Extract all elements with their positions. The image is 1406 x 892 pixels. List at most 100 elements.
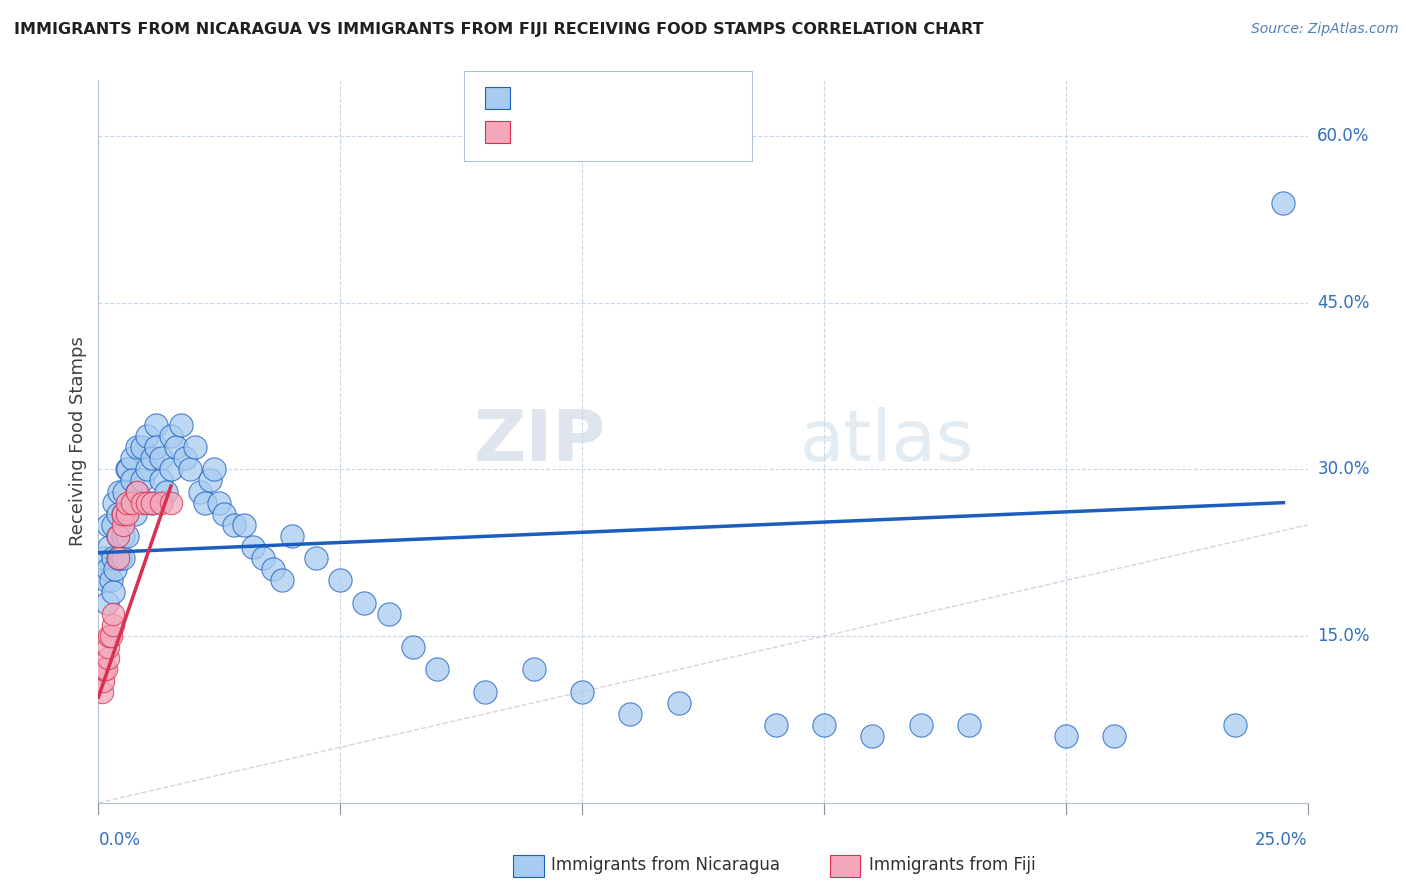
Point	[100, 574, 122, 588]
Text: 45.0%: 45.0%	[1317, 293, 1369, 311]
Point	[107, 484, 129, 499]
Point	[101, 551, 124, 566]
Point	[97, 640, 120, 655]
Point	[117, 529, 139, 543]
Point	[107, 551, 129, 566]
Point	[160, 496, 183, 510]
Point	[117, 507, 139, 521]
Point	[668, 696, 690, 710]
Text: Immigrants from Fiji: Immigrants from Fiji	[869, 856, 1036, 874]
Point	[111, 517, 134, 532]
Point	[104, 562, 127, 576]
Point	[97, 517, 120, 532]
Point	[135, 496, 157, 510]
Point	[160, 462, 183, 476]
Text: IMMIGRANTS FROM NICARAGUA VS IMMIGRANTS FROM FIJI RECEIVING FOOD STAMPS CORRELAT: IMMIGRANTS FROM NICARAGUA VS IMMIGRANTS …	[14, 22, 984, 37]
Point	[252, 551, 274, 566]
Point	[101, 607, 124, 621]
Point	[1102, 729, 1125, 743]
Point	[305, 551, 328, 566]
Point	[117, 462, 139, 476]
Point	[619, 706, 641, 721]
Point	[222, 517, 245, 532]
Point	[242, 540, 264, 554]
Point	[101, 618, 124, 632]
Point	[179, 462, 201, 476]
Point	[101, 517, 124, 532]
Point	[135, 462, 157, 476]
Point	[198, 474, 221, 488]
Point	[194, 496, 217, 510]
Point	[271, 574, 294, 588]
Point	[860, 729, 883, 743]
Point	[160, 429, 183, 443]
Point	[96, 596, 118, 610]
Text: R =  0.103   N =  81: R = 0.103 N = 81	[519, 89, 686, 107]
Text: Source: ZipAtlas.com: Source: ZipAtlas.com	[1251, 22, 1399, 37]
Point	[150, 496, 173, 510]
Text: 60.0%: 60.0%	[1317, 127, 1369, 145]
Text: Immigrants from Nicaragua: Immigrants from Nicaragua	[551, 856, 780, 874]
Point	[117, 462, 139, 476]
Point	[100, 629, 122, 643]
Point	[121, 496, 143, 510]
Point	[121, 474, 143, 488]
Point	[127, 484, 149, 499]
Point	[127, 484, 149, 499]
Point	[101, 584, 124, 599]
Point	[188, 484, 211, 499]
Point	[121, 451, 143, 466]
Point	[329, 574, 352, 588]
Point	[91, 673, 114, 688]
Point	[127, 440, 149, 454]
Point	[165, 440, 187, 454]
Point	[111, 507, 134, 521]
Point	[208, 496, 231, 510]
Point	[169, 417, 191, 432]
Point	[94, 574, 117, 588]
Point	[97, 562, 120, 576]
Point	[141, 496, 163, 510]
Text: 25.0%: 25.0%	[1256, 830, 1308, 848]
Point	[212, 507, 235, 521]
Point	[1223, 718, 1246, 732]
Point	[97, 651, 120, 665]
Point	[103, 496, 125, 510]
Point	[377, 607, 399, 621]
Point	[262, 562, 284, 576]
Point	[474, 684, 496, 698]
Point	[765, 718, 787, 732]
Point	[135, 429, 157, 443]
Point	[108, 551, 131, 566]
Point	[571, 684, 593, 698]
Point	[93, 551, 115, 566]
Point	[91, 684, 114, 698]
Point	[107, 529, 129, 543]
Point	[111, 551, 134, 566]
Text: 30.0%: 30.0%	[1317, 460, 1369, 478]
Point	[910, 718, 932, 732]
Point	[523, 662, 546, 676]
Point	[813, 718, 835, 732]
Point	[112, 484, 135, 499]
Point	[131, 440, 153, 454]
Point	[957, 718, 980, 732]
Point	[204, 462, 226, 476]
Point	[111, 529, 134, 543]
Point	[145, 440, 167, 454]
Point	[124, 507, 146, 521]
Text: 0.0%: 0.0%	[98, 830, 141, 848]
Text: 15.0%: 15.0%	[1317, 627, 1369, 645]
Y-axis label: Receiving Food Stamps: Receiving Food Stamps	[69, 336, 87, 547]
Text: ZIP: ZIP	[474, 407, 606, 476]
Point	[107, 507, 129, 521]
Point	[117, 496, 139, 510]
Point	[94, 662, 117, 676]
Point	[426, 662, 449, 676]
Point	[141, 496, 163, 510]
Point	[184, 440, 207, 454]
Point	[1272, 195, 1295, 210]
Point	[93, 662, 115, 676]
Point	[131, 474, 153, 488]
Point	[117, 507, 139, 521]
